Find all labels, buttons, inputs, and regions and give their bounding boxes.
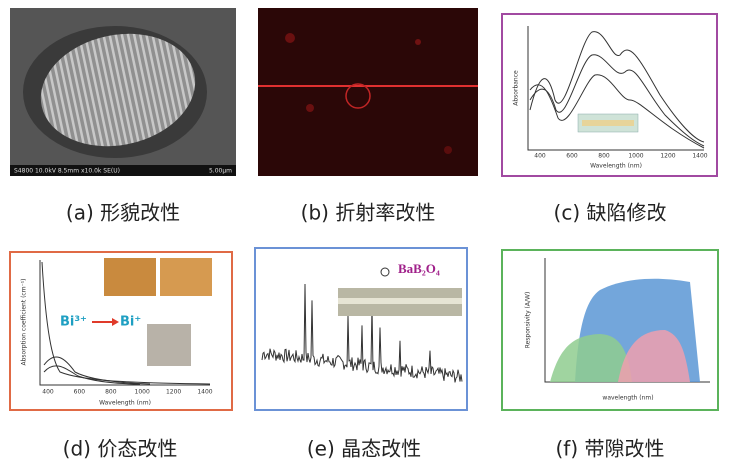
panel-a: S4800 10.0kV 8.5mm x10.0k SE(U) 5.00μm (10, 8, 236, 176)
panel-b (258, 8, 478, 176)
caption: (a) 形貌改性 (66, 201, 180, 225)
scale-bar: 5.00μm (209, 168, 232, 175)
x-tick-label: 400 (534, 153, 546, 160)
x-tick-label: 600 (74, 389, 86, 396)
x-tick-label: 800 (598, 153, 610, 160)
x-tick-label: 1200 (660, 153, 675, 160)
panel-d: Bi³⁺ Bi⁺ Absorption coefficient (cm⁻¹) W… (9, 251, 233, 411)
ion-from: Bi³⁺ (60, 315, 87, 330)
crystal-label: BaB₂O₄ (398, 261, 440, 276)
y-label: Responsivity (A/W) (525, 292, 532, 349)
x-tick-label: 1000 (135, 389, 150, 396)
x-label: wavelength (nm) (602, 395, 653, 402)
ion-to: Bi⁺ (120, 315, 141, 330)
x-tick-label: 800 (105, 389, 117, 396)
x-label: Wavelength (nm) (99, 400, 151, 407)
panel-c: Absorbance Wavelength (nm) 400 600 800 1000… (501, 13, 718, 177)
x-tick-label: 1000 (628, 153, 643, 160)
caption: (c) 缺陷修改 (554, 201, 667, 225)
caption: (b) 折射率改性 (301, 201, 436, 225)
panel-e: BaB₂O₄ (254, 247, 468, 411)
x-tick-label: 1400 (692, 153, 707, 160)
x-tick-label: 1400 (197, 389, 212, 396)
x-tick-label: 400 (42, 389, 54, 396)
y-label: Absorption coefficient (cm⁻¹) (21, 279, 28, 366)
x-tick-label: 1200 (166, 389, 181, 396)
caption: (e) 晶态改性 (307, 437, 421, 461)
caption: (d) 价态改性 (63, 437, 178, 461)
y-label: Absorbance (513, 70, 520, 106)
x-label: Wavelength (nm) (590, 163, 642, 170)
caption: (f) 带隙改性 (555, 437, 664, 461)
x-tick-label: 600 (566, 153, 578, 160)
sem-info: S4800 10.0kV 8.5mm x10.0k SE(U) (14, 168, 120, 175)
panel-f: Responsivity (A/W) wavelength (nm) (501, 249, 719, 411)
